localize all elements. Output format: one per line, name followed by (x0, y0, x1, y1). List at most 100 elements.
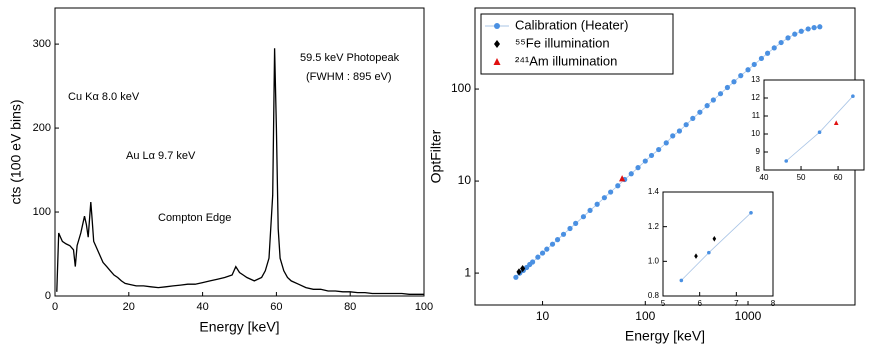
x-tick-label: 80 (344, 301, 356, 313)
point (615, 183, 621, 189)
point (792, 31, 798, 37)
y-tick-label: 1.0 (648, 256, 660, 265)
point (573, 220, 579, 226)
y-tick-label: 9 (756, 147, 761, 156)
x-tick-label: 8 (771, 299, 776, 308)
point (628, 171, 634, 177)
point (771, 45, 777, 51)
point (539, 250, 546, 256)
point (608, 189, 614, 195)
annotation: Au Lα 9.7 keV (126, 150, 196, 162)
plot-area (784, 94, 855, 163)
x-tick-label: 40 (760, 173, 769, 182)
plot-area (679, 211, 753, 283)
point (745, 67, 751, 73)
point (704, 103, 710, 109)
y-tick-label: 12 (751, 93, 760, 102)
point (851, 94, 855, 98)
point (758, 55, 765, 62)
point (764, 50, 771, 56)
point (697, 109, 703, 115)
point (567, 225, 573, 232)
point (587, 207, 593, 214)
y-tick-label: 0.8 (648, 291, 660, 300)
annotation: (FWHM : 895 eV) (306, 71, 392, 83)
chart: 10 100 1000 1 10 100 Energy [keV] OptFilter Cali… (428, 7, 856, 344)
point (749, 211, 753, 215)
y-tick-label: 13 (751, 75, 760, 84)
point (817, 130, 822, 134)
legend-box (480, 13, 674, 75)
point (580, 214, 587, 220)
plot-area (56, 48, 424, 295)
annotation: Cu Kα 8.0 keV (68, 91, 140, 103)
point (683, 122, 689, 128)
point (635, 165, 641, 171)
y-tick-label: 10 (751, 129, 760, 138)
point (516, 268, 522, 276)
point (798, 28, 804, 34)
x-tick-label: 0 (52, 301, 58, 313)
point (619, 175, 626, 182)
point (751, 61, 757, 68)
point (670, 133, 676, 139)
y-tick-label: 1.2 (648, 222, 660, 231)
point (549, 241, 556, 247)
y-axis-label: OptFilter (428, 129, 444, 183)
spectrum-line (56, 48, 424, 295)
x-tick-label: 6 (697, 299, 702, 308)
x-tick-label: 100 (635, 309, 655, 323)
y-tick-label: 100 (33, 206, 51, 218)
y-tick-label: 0 (45, 290, 51, 302)
chart: 40 50 60 8 9 10 11 12 13 (751, 75, 865, 182)
point (817, 24, 823, 30)
point (648, 152, 655, 159)
point (676, 128, 683, 134)
point (811, 25, 817, 31)
point (535, 254, 541, 260)
y-tick-label: 8 (756, 165, 761, 174)
annotation: Compton Edge (158, 212, 231, 224)
y-tick-label: 300 (33, 38, 51, 50)
point (717, 91, 724, 97)
point (663, 140, 669, 146)
point (529, 259, 536, 265)
y-tick-label: 200 (33, 122, 51, 134)
point (554, 237, 561, 243)
legend-marker (494, 23, 500, 29)
x-tick-label: 60 (834, 173, 843, 182)
y-tick-label: 1.4 (648, 187, 660, 196)
legend-marker (494, 40, 500, 48)
point (731, 79, 737, 85)
x-tick-label: 100 (415, 301, 433, 313)
point (520, 264, 526, 273)
point (544, 246, 550, 252)
point (560, 231, 567, 237)
chart: 0 20 40 60 80 100 0 100 200 300 Energy [keV] cts (1… (8, 7, 433, 335)
point (690, 115, 696, 121)
x-tick-label: 50 (797, 173, 806, 182)
chart: 5 6 7 8 0.8 1.0 1.2 1.4 (648, 187, 776, 308)
y-tick-label: 100 (451, 81, 471, 95)
point (785, 35, 791, 41)
point (784, 159, 789, 163)
y-tick-label: 11 (752, 111, 761, 120)
y-tick-label: 1 (464, 265, 471, 279)
point (601, 195, 608, 201)
legend-label: Calibration (Heater) (515, 17, 628, 32)
x-tick-label: 60 (270, 301, 282, 313)
point (778, 39, 784, 46)
x-tick-label: 7 (734, 299, 739, 308)
point (679, 278, 684, 283)
plot-frame (763, 79, 865, 171)
x-tick-label: 20 (123, 301, 135, 313)
point (694, 253, 698, 259)
x-tick-label: 1000 (735, 309, 762, 323)
y-axis-label: cts (100 eV bins) (8, 99, 24, 204)
x-tick-label: 40 (196, 301, 208, 313)
point (724, 84, 731, 91)
plot-frame (54, 7, 425, 297)
point (710, 97, 716, 103)
legend-label: ⁵⁵Fe illumination (515, 35, 610, 50)
